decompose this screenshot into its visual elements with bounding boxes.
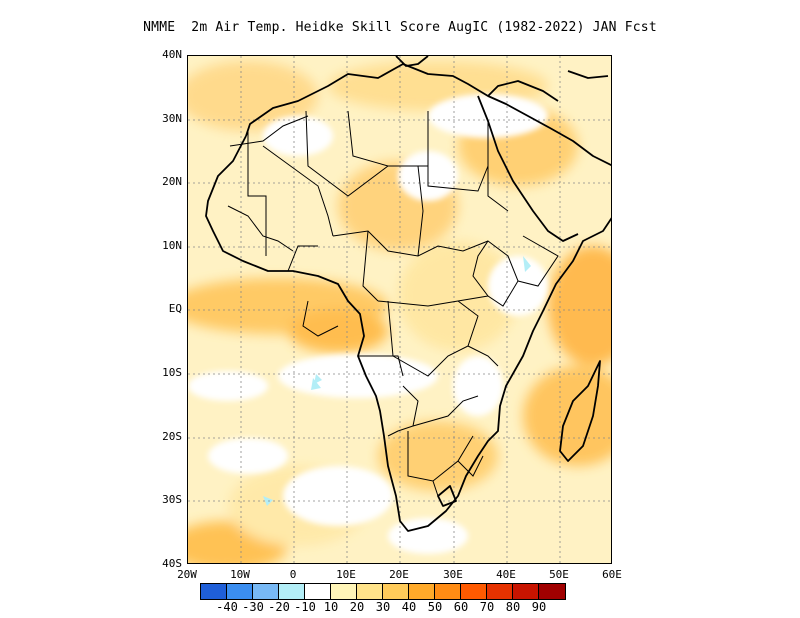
lon-label-10e: 10E xyxy=(336,568,356,581)
lat-label-40n: 40N xyxy=(162,48,182,61)
colorbar-swatch xyxy=(435,584,461,599)
lon-label-30e: 30E xyxy=(443,568,463,581)
colorbar xyxy=(200,583,566,600)
colorbar-swatch xyxy=(201,584,227,599)
colorbar-tick-label: -20 xyxy=(268,600,290,614)
gridlines xyxy=(188,56,611,563)
lon-label-60e: 60E xyxy=(602,568,622,581)
lon-label-10w: 10W xyxy=(230,568,250,581)
lon-label-50e: 50E xyxy=(549,568,569,581)
colorbar-swatch xyxy=(253,584,279,599)
lon-label-20e: 20E xyxy=(389,568,409,581)
colorbar-swatch xyxy=(513,584,539,599)
lat-label-30n: 30N xyxy=(162,112,182,125)
colorbar-swatch xyxy=(305,584,331,599)
skill-shading xyxy=(188,56,611,563)
colorbar-tick-label: 30 xyxy=(375,600,391,614)
coastlines xyxy=(205,56,611,532)
lat-label-10n: 10N xyxy=(162,239,182,252)
colorbar-tick-label: 20 xyxy=(349,600,365,614)
colorbar-tick-label: 70 xyxy=(479,600,495,614)
lat-label-20s: 20S xyxy=(162,430,182,443)
colorbar-swatch xyxy=(331,584,357,599)
country-borders xyxy=(227,110,559,497)
map-canvas xyxy=(188,56,611,563)
colorbar-swatch xyxy=(227,584,253,599)
colorbar-swatch xyxy=(461,584,487,599)
colorbar-swatch xyxy=(409,584,435,599)
colorbar-tick-label: 10 xyxy=(323,600,339,614)
colorbar-swatch xyxy=(357,584,383,599)
colorbar-tick-label: -40 xyxy=(216,600,238,614)
colorbar-tick-label: 40 xyxy=(401,600,417,614)
colorbar-tick-label: 90 xyxy=(531,600,547,614)
colorbar-tick-label: -30 xyxy=(242,600,264,614)
lat-label-20n: 20N xyxy=(162,175,182,188)
lon-label-0: 0 xyxy=(289,568,297,581)
lon-label-20w: 20W xyxy=(177,568,197,581)
colorbar-tick-label: -10 xyxy=(294,600,316,614)
colorbar-swatch xyxy=(539,584,565,599)
chart-title: NMME 2m Air Temp. Heidke Skill Score Aug… xyxy=(143,20,657,35)
lon-label-40e: 40E xyxy=(496,568,516,581)
lat-label-10s: 10S xyxy=(162,366,182,379)
lat-label-40s: 40S xyxy=(162,557,182,570)
colorbar-tick-label: 80 xyxy=(505,600,521,614)
skill-score-map xyxy=(187,55,612,564)
colorbar-tick-label: 50 xyxy=(427,600,443,614)
colorbar-swatch xyxy=(487,584,513,599)
lat-label-eq: EQ xyxy=(168,302,182,315)
colorbar-tick-label: 60 xyxy=(453,600,469,614)
colorbar-swatch xyxy=(383,584,409,599)
lat-label-30s: 30S xyxy=(162,493,182,506)
colorbar-swatch xyxy=(279,584,305,599)
